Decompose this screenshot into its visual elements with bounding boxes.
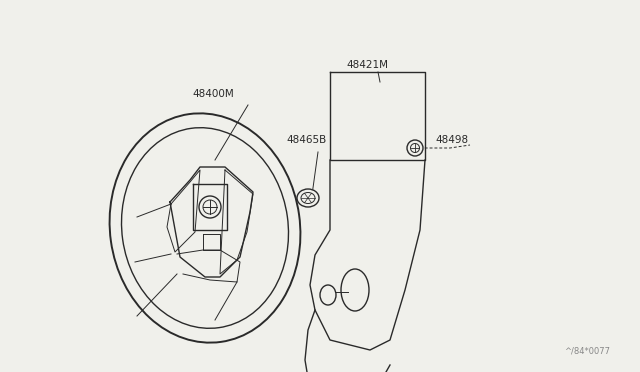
Text: 48421M: 48421M xyxy=(346,60,388,70)
Text: 48400M: 48400M xyxy=(192,89,234,99)
Text: 48465B: 48465B xyxy=(286,135,326,145)
Text: 48498: 48498 xyxy=(435,135,468,145)
Text: ^/84*0077: ^/84*0077 xyxy=(564,346,610,355)
Ellipse shape xyxy=(297,189,319,207)
Ellipse shape xyxy=(407,140,423,156)
